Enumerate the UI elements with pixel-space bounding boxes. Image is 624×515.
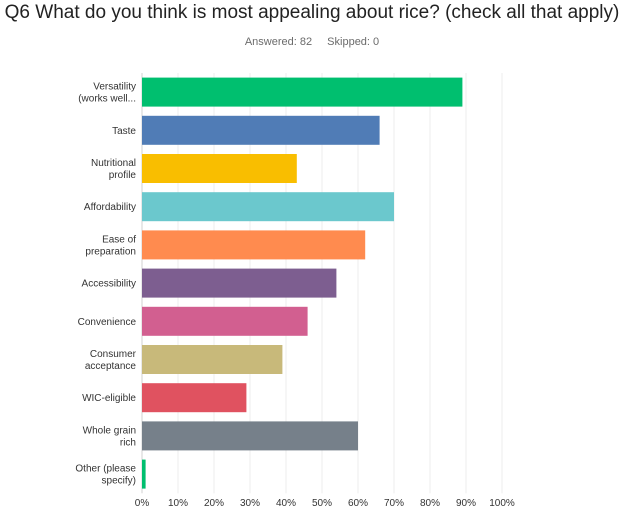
- category-label: Convenience: [78, 317, 137, 328]
- x-tick-label: 40%: [276, 498, 296, 509]
- x-tick-label: 100%: [489, 498, 515, 509]
- x-tick-label: 90%: [456, 498, 476, 509]
- x-tick-label: 80%: [420, 498, 440, 509]
- x-tick-label: 30%: [240, 498, 260, 509]
- bar[interactable]: [142, 345, 283, 374]
- bar[interactable]: [142, 115, 380, 145]
- x-tick-label: 70%: [384, 498, 404, 509]
- category-label: Consumer acceptance: [85, 349, 137, 372]
- bar[interactable]: [142, 77, 463, 107]
- category-label: Versatility (works well...: [78, 82, 136, 105]
- category-label: Taste: [112, 126, 136, 137]
- skipped-count: Skipped: 0: [327, 36, 380, 48]
- answered-count: Answered: 82: [244, 36, 313, 48]
- category-label: Nutritional profile: [91, 158, 136, 181]
- x-tick-label: 0%: [135, 498, 150, 509]
- category-label: WIC-eligible: [82, 393, 136, 404]
- category-label: Ease of preparation: [85, 234, 136, 257]
- bar[interactable]: [142, 459, 146, 489]
- x-tick-label: 60%: [348, 498, 368, 509]
- bar[interactable]: [142, 421, 358, 451]
- category-label: Whole grain rich: [83, 425, 136, 448]
- x-axis-ticks: 0% 10% 20% 30% 40% 50% 60% 70% 80% 90% 100%: [135, 498, 515, 509]
- category-labels: Versatility (works well... Taste Nutritiona…: [75, 82, 136, 487]
- bars: [142, 77, 463, 489]
- category-label: Other (please specify): [75, 464, 136, 487]
- response-stats: Answered: 82 Skipped: 0: [0, 36, 624, 48]
- bar[interactable]: [142, 268, 337, 298]
- category-label: Accessibility: [82, 279, 136, 290]
- bar[interactable]: [142, 192, 394, 222]
- question-title: Q6 What do you think is most appealing a…: [4, 2, 620, 23]
- bar[interactable]: [142, 306, 308, 336]
- x-tick-label: 10%: [168, 498, 188, 509]
- x-tick-label: 50%: [312, 498, 332, 509]
- x-tick-label: 20%: [204, 498, 224, 509]
- bar[interactable]: [142, 154, 297, 183]
- bar[interactable]: [142, 383, 247, 413]
- bar[interactable]: [142, 230, 366, 260]
- category-label: Affordability: [84, 202, 136, 213]
